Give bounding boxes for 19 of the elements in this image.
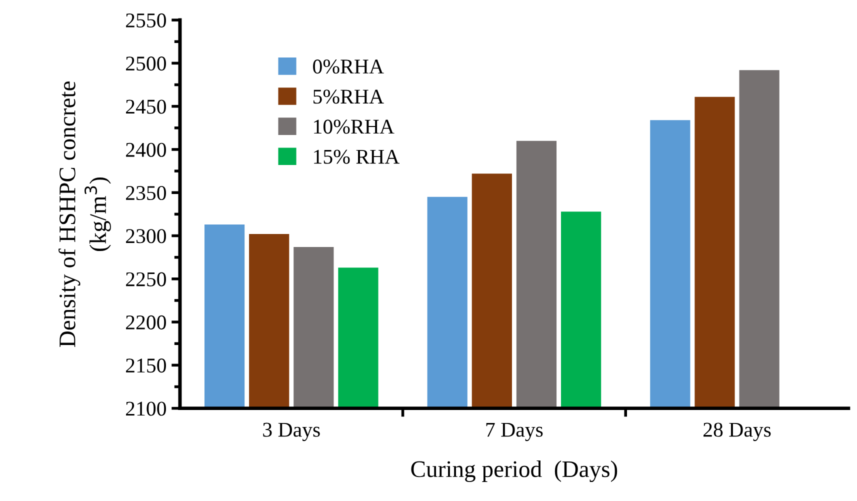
x-tick-label: 3 Days (263, 422, 320, 442)
y-axis-title: Density of HSHPC concrete (kg/m$^{3}$) (58, 82, 111, 347)
legend-label: 5%RHA (313, 90, 384, 104)
legend-label: 0%RHA (313, 60, 384, 74)
x-tick-label: 28 Days (704, 422, 771, 442)
y-tick-label: 2500 (126, 56, 166, 71)
y-tick-label: 2100 (126, 402, 166, 416)
y-tick-label: 2550 (126, 13, 166, 28)
x-tick-label: 7 Days (486, 422, 543, 442)
y-tick-label: 2450 (126, 100, 166, 114)
y-tick-label: 2350 (126, 186, 166, 200)
legend-label: 15% RHA (314, 150, 400, 164)
y-tick-label: 2300 (126, 229, 166, 244)
y-tick-label: 2200 (126, 315, 166, 330)
x-axis-title: Curing period (Days) (411, 460, 618, 482)
legend-label: 10%RHA (314, 120, 394, 134)
y-tick-label: 2150 (126, 358, 166, 373)
y-tick-label: 2250 (126, 272, 166, 286)
y-tick-label: 2400 (126, 142, 166, 157)
